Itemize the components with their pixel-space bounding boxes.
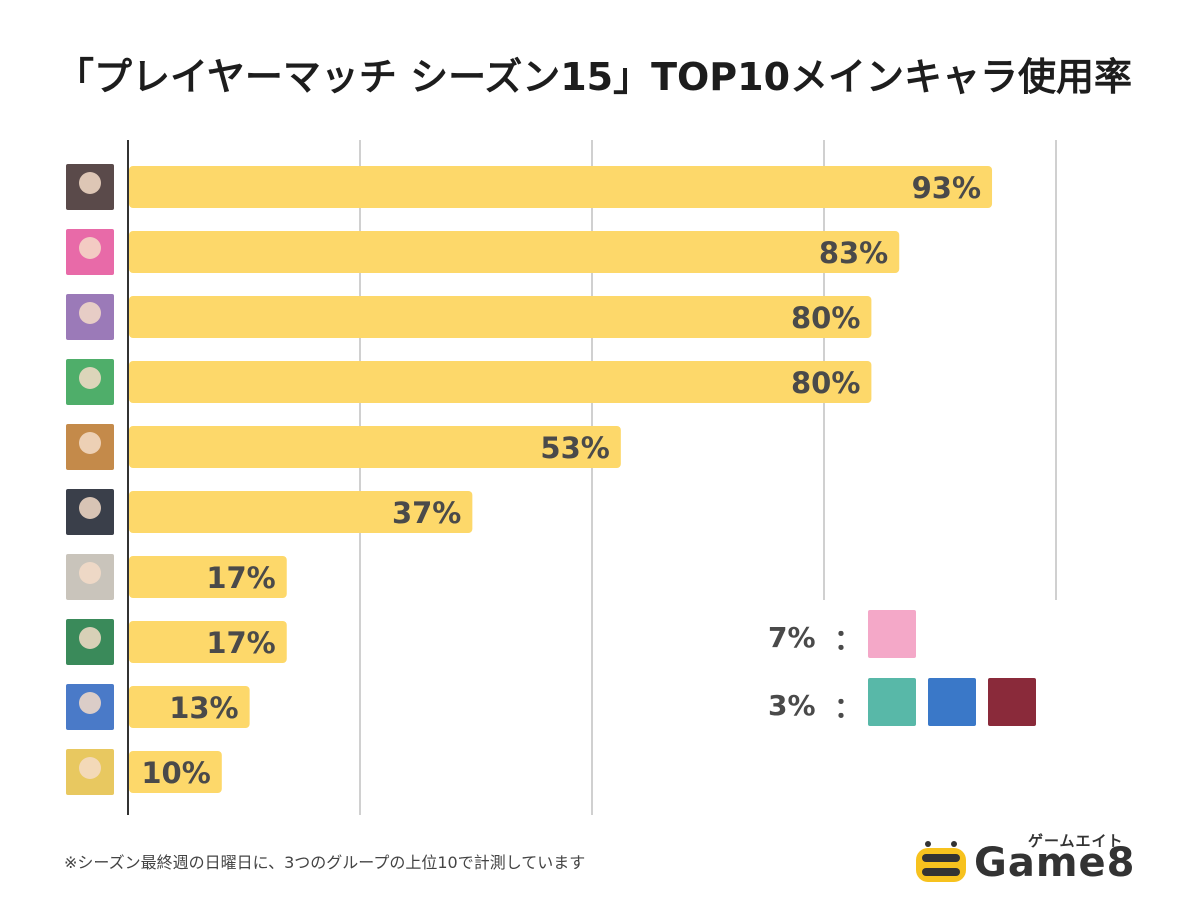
bar	[129, 621, 287, 663]
character-avatar-icon	[868, 678, 916, 726]
value-labels: 93% 83% 80% 80% 53% 37% 17% 17% 13% 10%	[141, 171, 981, 790]
character-avatar-icon	[868, 610, 916, 658]
bar	[129, 751, 222, 793]
page-title: 「プレイヤーマッチ シーズン15」TOP10メインキャラ使用率	[56, 55, 1133, 99]
others-pct-label: 3%	[768, 689, 816, 722]
logo-text: Game8	[974, 840, 1136, 886]
others-colon: ：	[833, 622, 862, 656]
value-label: 80%	[791, 301, 860, 335]
character-avatars	[66, 164, 114, 795]
character-face-icon	[79, 627, 101, 649]
bar	[129, 231, 900, 273]
value-label: 37%	[392, 496, 461, 530]
character-avatar-icon	[988, 678, 1036, 726]
bee-logo-icon	[916, 841, 966, 882]
bar	[129, 491, 473, 533]
character-face-icon	[79, 497, 101, 519]
bar	[129, 296, 872, 338]
character-face-icon	[79, 367, 101, 389]
character-face-icon	[79, 302, 101, 324]
bars	[129, 166, 993, 793]
game8-logo: ゲームエイト Game8	[908, 832, 1178, 888]
others-row-3pct: 3% ：	[768, 678, 1048, 733]
character-face-icon	[79, 757, 101, 779]
value-label: 80%	[791, 366, 860, 400]
character-face-icon	[79, 237, 101, 259]
character-face-icon	[79, 172, 101, 194]
others-row-7pct: 7% ：	[768, 610, 928, 665]
value-label: 83%	[819, 236, 888, 270]
value-label: 17%	[206, 561, 275, 595]
value-label: 10%	[141, 756, 210, 790]
bar	[129, 426, 621, 468]
bar	[129, 166, 993, 208]
bar	[129, 686, 250, 728]
character-face-icon	[79, 432, 101, 454]
value-label: 53%	[540, 431, 609, 465]
value-label: 13%	[169, 691, 238, 725]
bar	[129, 361, 872, 403]
footnote: ※シーズン最終週の日曜日に、3つのグループの上位10で計測しています	[64, 853, 586, 872]
bar	[129, 556, 287, 598]
others-pct-label: 7%	[768, 621, 816, 654]
value-label: 93%	[912, 171, 981, 205]
value-label: 17%	[206, 626, 275, 660]
logo-kana: ゲームエイト	[1028, 832, 1124, 850]
character-avatar-icon	[928, 678, 976, 726]
others-colon: ：	[833, 690, 862, 724]
character-face-icon	[79, 562, 101, 584]
character-face-icon	[79, 692, 101, 714]
